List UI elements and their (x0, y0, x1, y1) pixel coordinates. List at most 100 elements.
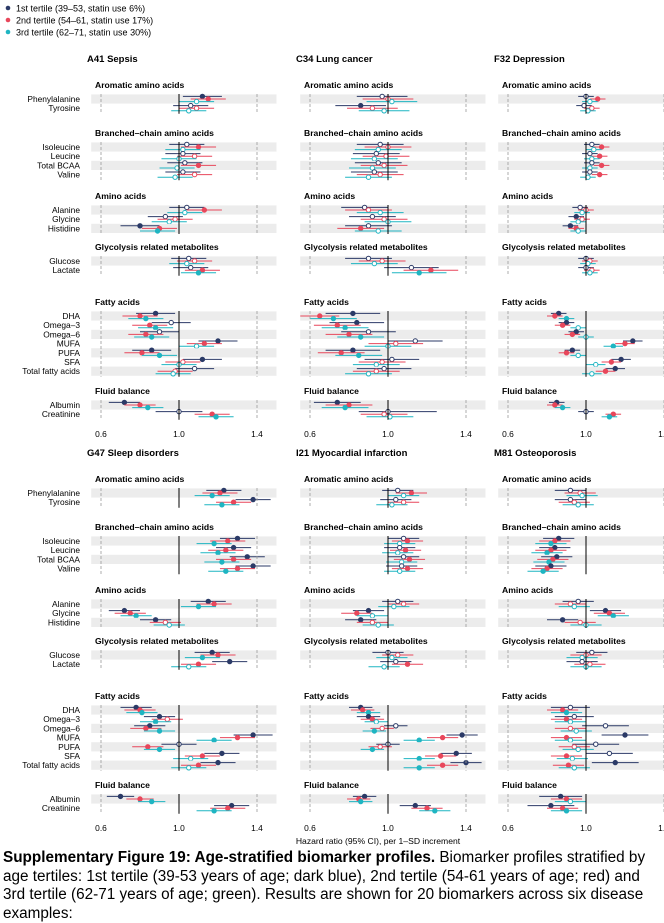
point-tertile-1 (227, 658, 233, 665)
row-band (91, 705, 277, 715)
point-tertile-3 (139, 709, 145, 716)
point-tertile-2 (439, 734, 446, 741)
row-band (91, 94, 277, 104)
point-tertile-1 (365, 255, 372, 262)
point-tertile-1 (630, 338, 636, 344)
point-tertile-2 (559, 322, 566, 328)
point-tertile-3 (395, 550, 401, 556)
point-tertile-2 (137, 313, 143, 319)
metabolite-label: Glycine (52, 214, 80, 224)
x-tick-label: 0.6 (502, 429, 514, 439)
point-tertile-2 (404, 661, 411, 667)
x-tick-label: 1.0 (580, 823, 592, 833)
x-tick-label: 1.4 (658, 429, 664, 439)
point-tertile-3 (381, 664, 387, 670)
group-title: Amino acids (304, 585, 355, 595)
row-band (91, 536, 277, 546)
point-tertile-2 (191, 171, 198, 178)
group-title: Aromatic amino acids (502, 80, 592, 90)
point-tertile-1 (393, 496, 399, 503)
group-title: Fatty acids (304, 691, 349, 701)
point-tertile-3 (219, 559, 225, 565)
row-band (300, 329, 486, 339)
row-band (91, 205, 277, 215)
point-tertile-1 (365, 329, 372, 335)
metabolite-label: PUFA (58, 742, 80, 752)
point-tertile-2 (139, 350, 145, 356)
point-tertile-2 (596, 171, 603, 178)
point-tertile-3 (563, 709, 570, 716)
point-tertile-1 (398, 563, 405, 569)
group-title: Glycolysis related metabolites (502, 636, 626, 646)
point-tertile-2 (193, 105, 200, 111)
metabolite-label: Isoleucine (42, 536, 80, 546)
point-tertile-3 (199, 654, 206, 661)
point-tertile-3 (211, 540, 217, 547)
row-band (91, 617, 277, 627)
panel-4: G47 Sleep disorders Aromatic amino acids P… (22, 448, 277, 833)
point-tertile-3 (416, 270, 422, 276)
point-tertile-2 (143, 331, 149, 338)
legend-label-1: 1st tertile (39–53, statin use 6%) (16, 4, 145, 14)
legend-swatch-2 (5, 17, 11, 23)
point-tertile-3 (149, 798, 155, 805)
point-tertile-3 (540, 568, 546, 574)
row-band (300, 223, 486, 233)
point-tertile-2 (346, 331, 352, 338)
row-band (300, 742, 486, 752)
group-title: Glycolysis related metabolites (95, 636, 219, 646)
group-title: Glycolysis related metabolites (502, 242, 626, 252)
point-tertile-3 (156, 746, 163, 753)
point-tertile-3 (172, 174, 178, 180)
point-tertile-2 (379, 258, 385, 264)
point-tertile-3 (356, 352, 362, 359)
point-tertile-1 (567, 704, 574, 711)
point-tertile-3 (573, 728, 579, 734)
panel-1: A41 Sepsis Aromatic amino acids Phenylalan… (22, 54, 277, 439)
point-tertile-1 (371, 169, 378, 175)
point-tertile-1 (250, 496, 256, 503)
point-tertile-1 (379, 93, 385, 100)
metabolite-label: Leucine (51, 545, 81, 555)
x-tick-label: 1.0 (173, 429, 185, 439)
point-tertile-3 (223, 568, 229, 574)
point-tertile-2 (225, 538, 231, 544)
point-tertile-1 (412, 802, 418, 809)
row-band (91, 650, 277, 660)
point-tertile-1 (186, 255, 192, 262)
metabolite-label: Creatinine (42, 409, 81, 419)
point-tertile-3 (133, 613, 139, 619)
point-tertile-3 (416, 737, 422, 743)
row-band (91, 400, 277, 410)
point-tertile-3 (587, 98, 593, 105)
point-tertile-3 (156, 352, 163, 359)
point-tertile-1 (156, 713, 163, 720)
metabolite-label: Tyrosine (48, 497, 80, 507)
group-title: Glycolysis related metabolites (304, 242, 428, 252)
point-tertile-2 (552, 313, 558, 319)
point-tertile-1 (567, 223, 574, 229)
group-title: Branched–chain amino acids (304, 522, 423, 532)
x-tick-label: 1.4 (460, 429, 472, 439)
point-tertile-1 (244, 554, 250, 560)
metabolite-label: PUFA (58, 348, 80, 358)
point-tertile-1 (358, 617, 364, 623)
point-tertile-1 (162, 213, 169, 220)
x-tick-label: 0.6 (502, 823, 514, 833)
point-tertile-1 (205, 598, 211, 605)
group-title: Fluid balance (304, 386, 359, 396)
point-tertile-1 (587, 150, 593, 157)
metabolite-label: Albumin (50, 794, 81, 804)
caption-title: Supplementary Figure 19: Age-stratified … (3, 849, 436, 866)
point-tertile-3 (563, 808, 570, 814)
x-tick-label: 1.0 (580, 429, 592, 439)
point-tertile-3 (149, 334, 155, 340)
point-tertile-3 (152, 719, 159, 725)
point-tertile-3 (579, 209, 585, 216)
point-tertile-3 (188, 755, 194, 762)
point-tertile-2 (381, 411, 387, 417)
point-tertile-3 (330, 315, 337, 322)
metabolite-label: SFA (64, 751, 80, 761)
row-band (91, 723, 277, 733)
row-band (498, 256, 664, 266)
